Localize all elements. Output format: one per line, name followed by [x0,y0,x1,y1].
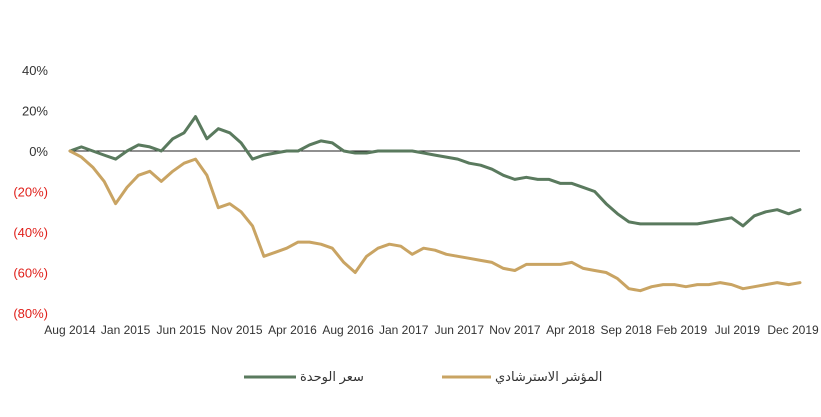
x-tick-label: Sep 2018 [600,323,652,337]
x-tick-label: Nov 2015 [211,323,263,337]
y-axis: 40% 20% 0% (20%) (40%) (60%) (80%) [13,63,48,321]
x-tick-label: Dec 2019 [767,323,819,337]
x-tick-label: Jun 2015 [157,323,207,337]
x-tick-label: Jun 2017 [435,323,485,337]
x-axis: Aug 2014 Jan 2015 Jun 2015 Nov 2015 Apr 2016… [44,323,819,337]
y-tick-label: (20%) [13,185,48,200]
series-line-1 [68,149,802,293]
series-line-0 [68,115,802,228]
x-tick-label: Jul 2019 [715,323,761,337]
series-lines [68,115,802,293]
x-tick-label: Jan 2015 [101,323,151,337]
y-tick-label: (80%) [13,306,48,321]
x-tick-label: Aug 2014 [44,323,96,337]
legend: سعر الوحدة المؤشر الاسترشادي [244,369,602,385]
x-tick-label: Feb 2019 [656,323,707,337]
x-tick-label: Apr 2016 [268,323,317,337]
legend-label-0: سعر الوحدة [300,369,364,385]
x-tick-label: Jan 2017 [379,323,429,337]
legend-label-1: المؤشر الاسترشادي [495,369,602,385]
y-tick-label: 40% [22,63,48,78]
x-tick-label: Nov 2017 [489,323,541,337]
y-tick-label: (60%) [13,266,48,281]
y-tick-label: 0% [29,144,48,159]
x-tick-label: Apr 2018 [546,323,595,337]
y-tick-label: 20% [22,104,48,119]
y-tick-label: (40%) [13,225,48,240]
x-tick-label: Aug 2016 [322,323,374,337]
